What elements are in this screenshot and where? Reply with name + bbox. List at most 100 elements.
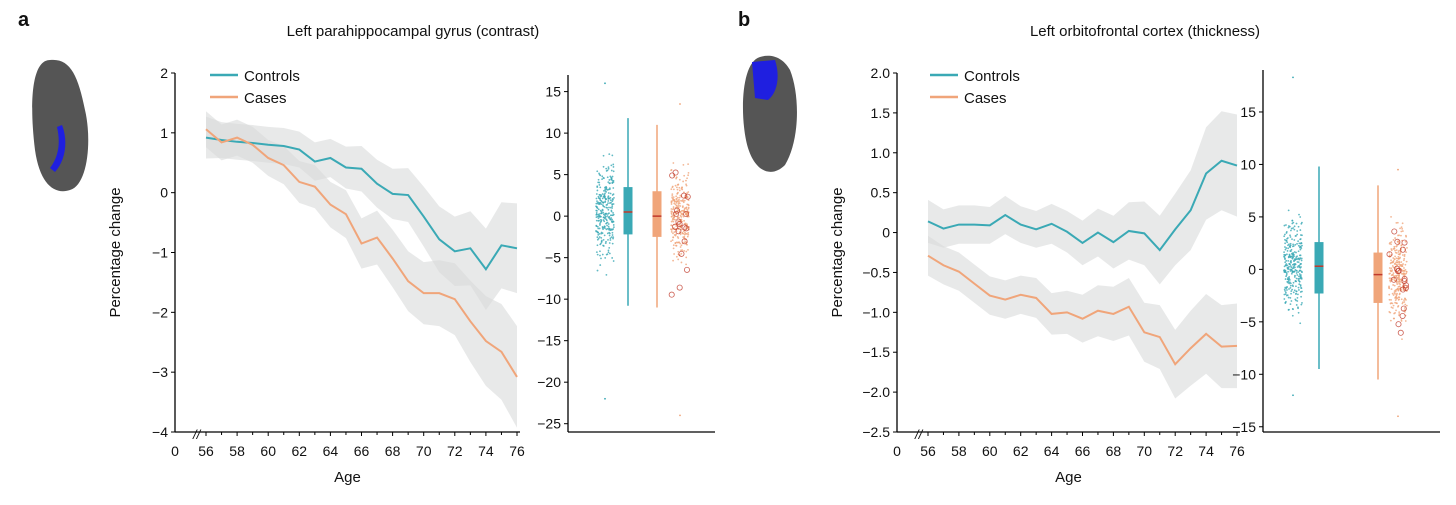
scatter-point-controls bbox=[599, 254, 601, 257]
scatter-point-cases bbox=[682, 163, 685, 166]
x-axis-label: Age bbox=[334, 469, 361, 486]
scatter-point-controls bbox=[1284, 289, 1286, 292]
scatter-point-controls bbox=[610, 177, 613, 180]
scatter-point-controls bbox=[608, 242, 611, 244]
x-tick-label: 58 bbox=[951, 443, 967, 459]
scatter-point-cases bbox=[681, 231, 684, 234]
scatter-point-controls bbox=[1289, 270, 1292, 272]
y-tick-label: −1.0 bbox=[862, 304, 890, 320]
scatter-point-controls bbox=[607, 251, 610, 254]
scatter-point-controls bbox=[611, 179, 614, 182]
scatter-point-cases bbox=[675, 244, 678, 247]
scatter-point-cases bbox=[675, 195, 678, 198]
scatter-point-controls bbox=[1286, 267, 1289, 269]
highlighted-case-point bbox=[1395, 267, 1402, 274]
scatter-point-cases bbox=[683, 174, 686, 177]
scatter-point-controls bbox=[609, 239, 612, 241]
scatter-point-controls bbox=[600, 236, 603, 239]
scatter-point-controls bbox=[597, 195, 600, 198]
scatter-point-controls bbox=[595, 205, 597, 208]
scatter-point-cases bbox=[672, 247, 675, 250]
scatter-point-controls bbox=[1288, 282, 1291, 285]
scatter-point-controls bbox=[608, 179, 611, 181]
scatter-point-cases bbox=[1400, 318, 1403, 321]
x-tick-label: 72 bbox=[447, 443, 463, 459]
scatter-point-controls bbox=[611, 231, 614, 234]
highlighted-case-point bbox=[681, 238, 688, 245]
scatter-point-controls bbox=[602, 239, 605, 241]
scatter-point-controls bbox=[1289, 268, 1292, 271]
scatter-point-controls bbox=[1286, 286, 1288, 288]
scatter-point-controls bbox=[610, 169, 613, 172]
scatter-point-controls bbox=[612, 237, 614, 240]
scatter-point-cases bbox=[1401, 227, 1404, 230]
scatter-point-controls bbox=[1300, 222, 1303, 225]
scatter-point-cases bbox=[676, 188, 679, 191]
scatter-point-cases bbox=[670, 203, 673, 205]
scatter-point-cases bbox=[676, 235, 679, 238]
scatter-point-cases bbox=[677, 206, 680, 209]
scatter-point-controls bbox=[609, 218, 612, 221]
scatter-point-cases bbox=[1397, 255, 1400, 258]
scatter-point-controls bbox=[607, 238, 609, 241]
x-tick-label: 64 bbox=[1044, 443, 1060, 459]
highlighted-case-point bbox=[675, 218, 682, 225]
y-tick-label: 1.5 bbox=[871, 105, 891, 121]
scatter-point-cases bbox=[1392, 284, 1395, 286]
scatter-point-controls bbox=[1299, 238, 1302, 240]
scatter-point-cases bbox=[1397, 257, 1399, 260]
scatter-point-cases bbox=[1394, 292, 1397, 295]
x-tick-label: 76 bbox=[509, 443, 525, 459]
scatter-point-cases bbox=[1393, 290, 1396, 293]
scatter-point-cases bbox=[1398, 311, 1401, 314]
chart-title: Left orbitofrontal cortex (thickness) bbox=[1030, 23, 1260, 40]
scatter-point-controls bbox=[608, 252, 611, 255]
scatter-point-controls bbox=[1299, 229, 1302, 231]
scatter-point-controls bbox=[1294, 258, 1296, 260]
scatter-point-controls bbox=[1298, 289, 1300, 291]
scatter-point-controls bbox=[604, 198, 607, 201]
scatter-point-cases bbox=[678, 202, 681, 205]
scatter-point-controls bbox=[1286, 237, 1289, 239]
scatter-point-controls bbox=[609, 202, 611, 204]
scatter-point-cases bbox=[1401, 230, 1404, 232]
x-tick-label: 0 bbox=[171, 443, 179, 459]
scatter-point-controls bbox=[1293, 239, 1296, 241]
box-y-tick-label: 10 bbox=[545, 125, 561, 141]
scatter-point-controls bbox=[1285, 273, 1288, 276]
scatter-point-controls bbox=[599, 186, 602, 189]
scatter-point-controls bbox=[604, 257, 607, 259]
scatter-point-cases bbox=[1391, 292, 1394, 295]
highlighted-case-point bbox=[1399, 286, 1406, 293]
scatter-point-controls bbox=[612, 187, 615, 189]
scatter-point-controls bbox=[1287, 280, 1290, 283]
box-controls bbox=[1314, 242, 1324, 294]
scatter-point-controls bbox=[597, 208, 600, 211]
scatter-point-controls bbox=[1285, 263, 1288, 265]
scatter-point-controls bbox=[607, 225, 610, 228]
x-tick-label: 76 bbox=[1229, 443, 1245, 459]
legend-label-controls: Controls bbox=[964, 68, 1020, 85]
scatter-point-controls bbox=[607, 228, 610, 231]
scatter-point-controls bbox=[610, 217, 613, 219]
scatter-point-cases bbox=[1405, 270, 1408, 273]
highlighted-case-point bbox=[674, 207, 681, 214]
scatter-point-controls bbox=[601, 178, 603, 180]
scatter-point-cases bbox=[1401, 273, 1403, 275]
brain-surface-icon bbox=[32, 59, 89, 192]
scatter-point-cases bbox=[1396, 263, 1398, 266]
scatter-point-cases bbox=[1396, 244, 1398, 247]
scatter-point-controls bbox=[608, 206, 610, 209]
scatter-point-cases bbox=[1403, 307, 1406, 309]
scatter-point-controls bbox=[1287, 209, 1290, 212]
scatter-point-controls bbox=[612, 224, 615, 226]
scatter-point-cases bbox=[674, 184, 677, 187]
scatter-point-controls bbox=[1293, 270, 1296, 273]
scatter-point-cases bbox=[1398, 263, 1400, 266]
scatter-point-cases bbox=[670, 240, 672, 243]
scatter-point-controls bbox=[1291, 238, 1293, 241]
scatter-point-controls bbox=[612, 181, 615, 184]
box-y-tick-label: 15 bbox=[1240, 104, 1256, 120]
scatter-point-controls bbox=[599, 243, 602, 246]
scatter-point-controls bbox=[1286, 241, 1289, 244]
